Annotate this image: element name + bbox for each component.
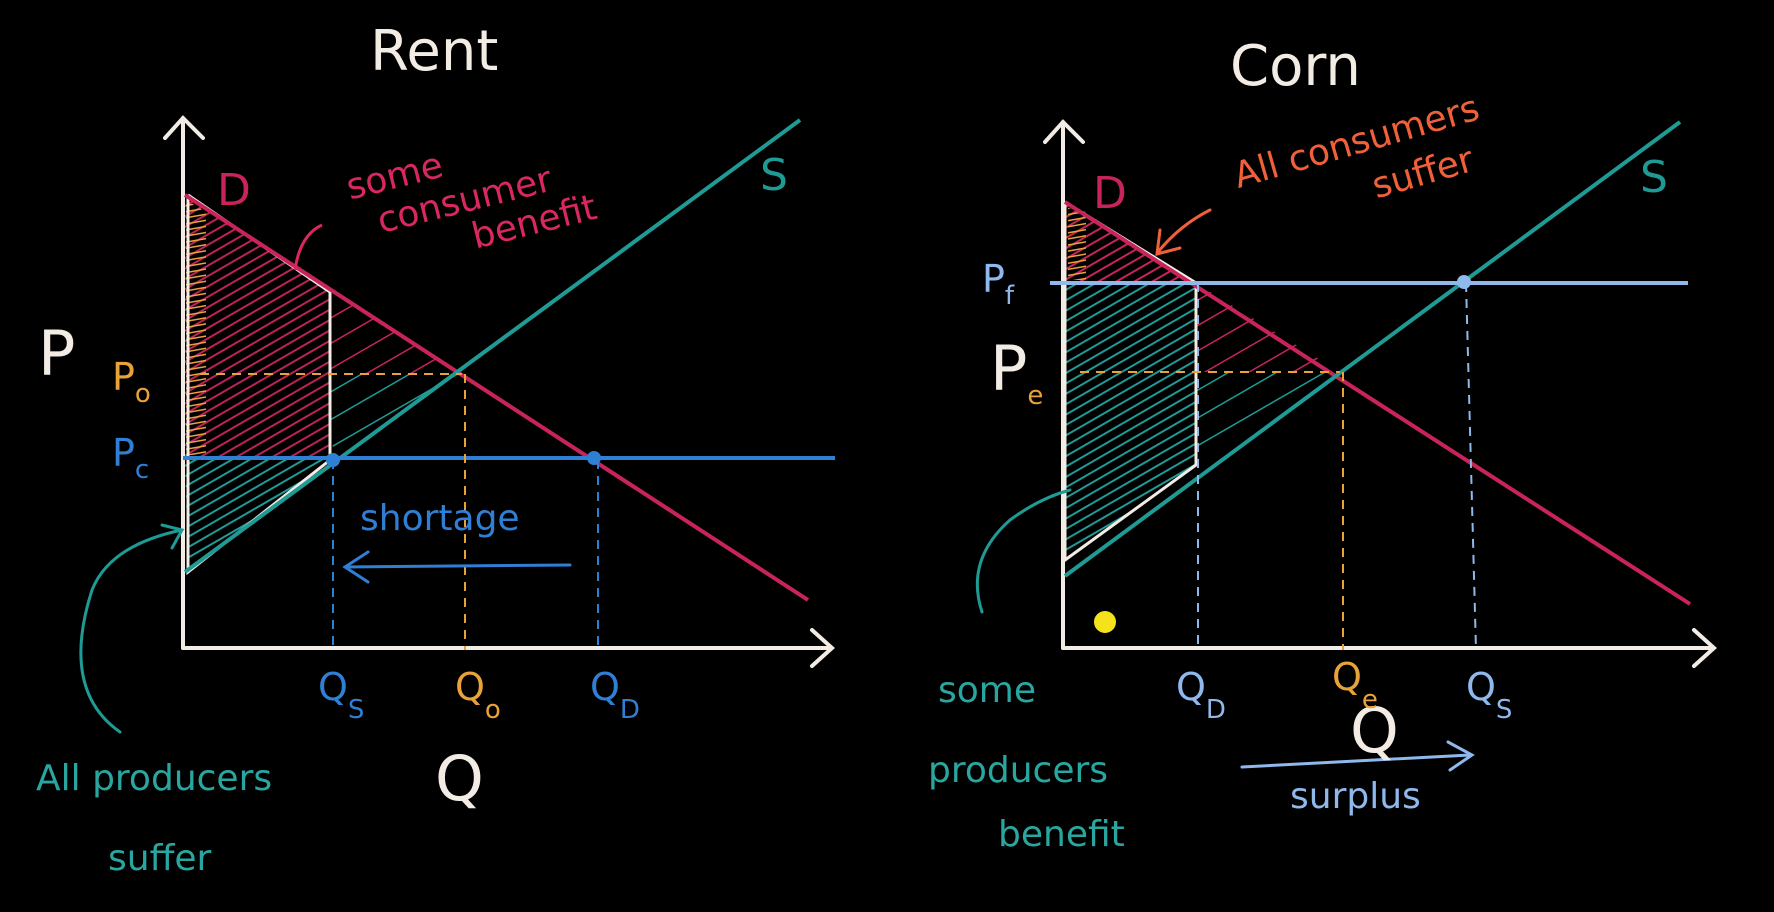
- rent-consumer-note: some consumer benefit: [342, 145, 601, 258]
- corn-consumer-note: All consumers suffer: [1229, 88, 1484, 207]
- rent-title: Rent: [370, 19, 498, 84]
- corn-consumer-note-pointer: [1155, 208, 1212, 257]
- rent-qs-point: [326, 453, 340, 467]
- corn-producer-gain-area: [1065, 283, 1196, 560]
- rent-supply-curve: [183, 118, 802, 574]
- corn-deadweight-red: [1196, 283, 1340, 372]
- rent-producer-note-line2: suffer: [108, 838, 212, 879]
- rent-p-axis: [163, 115, 205, 650]
- rent-producer-note-pointer: [79, 523, 185, 734]
- corn-q-axis-label: Q: [1350, 694, 1399, 767]
- rent-qd-point: [587, 451, 601, 465]
- corn-demand-curve: [1063, 200, 1692, 606]
- corn-p-floor-label: Pf: [982, 257, 1015, 311]
- rent-producer-note-line1: All producers: [36, 758, 272, 799]
- corn-deadweight-teal: [1196, 372, 1340, 465]
- corn-surplus-arrow: [1240, 740, 1475, 772]
- corn-demand-label: D: [1093, 168, 1127, 219]
- corn-orange-strip: [1068, 208, 1086, 280]
- corn-p-axis: [1043, 119, 1085, 650]
- rent-supply-label: S: [760, 150, 788, 201]
- corn-surplus-label: surplus: [1290, 776, 1421, 817]
- rent-q-axis-label: Q: [435, 742, 484, 815]
- corn-p-eq-label: Pe: [990, 332, 1043, 411]
- rent-orange-strip: [186, 200, 206, 455]
- corn-qs-guide: [1465, 282, 1477, 651]
- corn-qd-label: QD: [1176, 665, 1226, 725]
- corn-producer-note-line1: some: [938, 670, 1036, 711]
- rent-chart: Rent shortage P Q D S Po Pc QS: [36, 19, 835, 879]
- corn-qs-point: [1457, 275, 1471, 289]
- corn-chart: Corn surplus Q D S Pf Pe QD Q: [928, 34, 1717, 855]
- rent-shortage-arrow: [342, 550, 572, 584]
- corn-producer-note-pointer: [975, 488, 1072, 614]
- corn-producer-note-line3: benefit: [998, 814, 1125, 855]
- rent-p-control-label: Pc: [112, 431, 149, 485]
- corn-supply-label: S: [1640, 152, 1668, 203]
- rent-demand-label: D: [217, 165, 251, 216]
- rent-qd-label: QD: [590, 665, 640, 725]
- rent-consumer-note-pointer: [293, 223, 323, 271]
- corn-producer-note-line2: producers: [928, 750, 1108, 791]
- corn-title: Corn: [1230, 34, 1361, 99]
- rent-q-eq-label: Qo: [455, 665, 501, 725]
- yellow-dot: [1094, 611, 1116, 633]
- rent-demand-curve: [183, 193, 810, 602]
- corn-qs-label: QS: [1466, 665, 1512, 725]
- corn-q-axis: [1061, 628, 1717, 668]
- rent-shortage-label: shortage: [360, 498, 520, 539]
- rent-p-axis-label: P: [38, 317, 75, 390]
- rent-qs-label: QS: [318, 665, 364, 725]
- corn-q-eq-label: Qe: [1332, 655, 1378, 715]
- rent-consumer-benefit-area: [185, 195, 330, 460]
- rent-q-axis: [181, 628, 835, 668]
- corn-supply-curve: [1063, 120, 1682, 578]
- rent-p-eq-label: Po: [112, 355, 151, 409]
